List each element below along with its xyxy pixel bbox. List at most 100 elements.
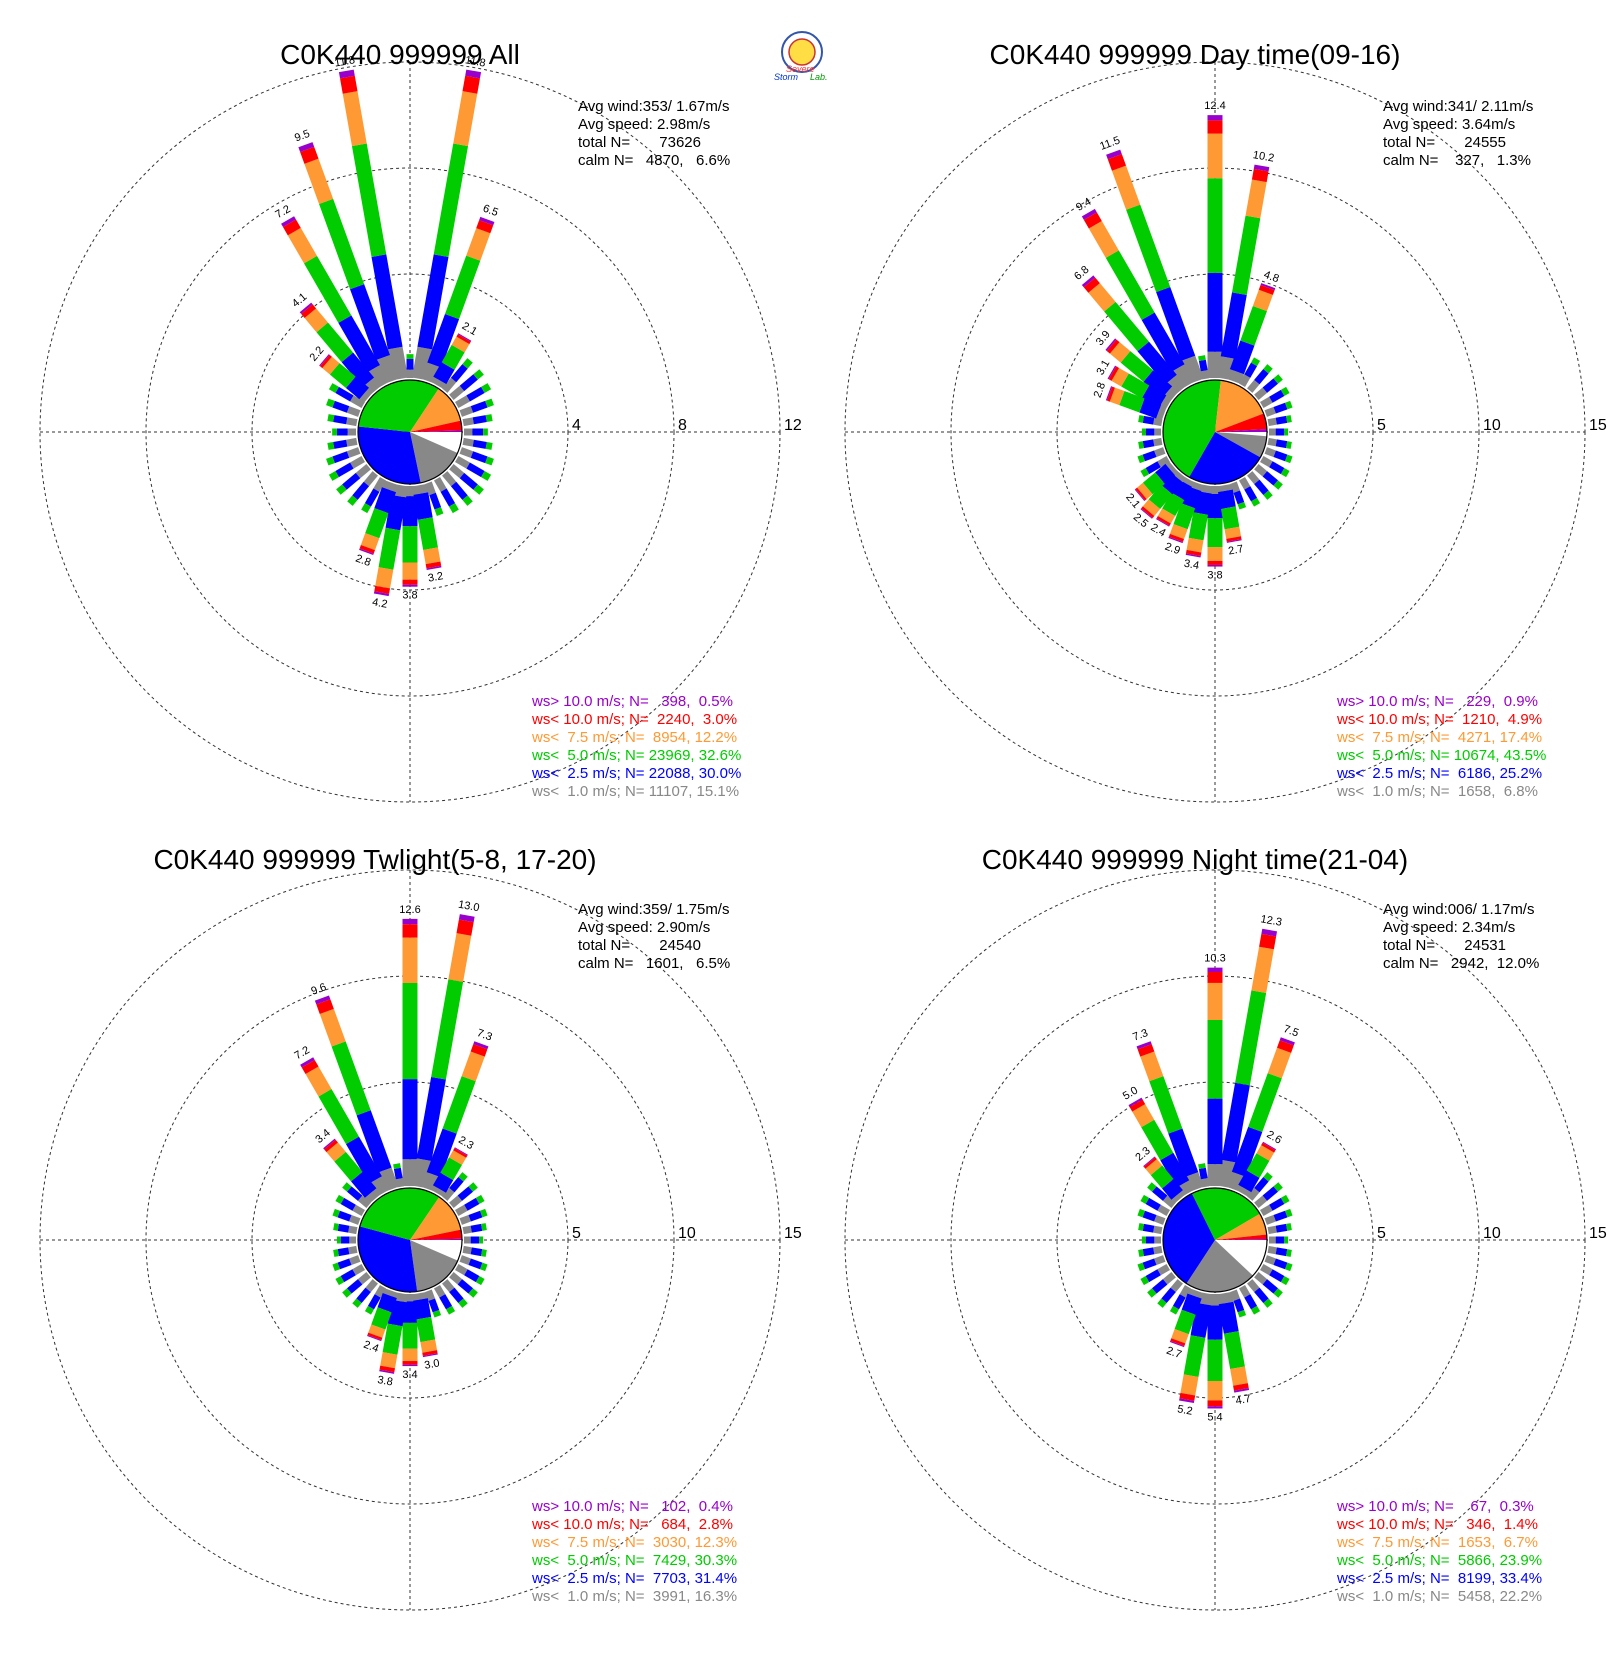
bar-segment xyxy=(417,254,449,350)
bar-segment xyxy=(476,220,494,234)
minor-bar-segment xyxy=(466,386,485,402)
info-line: total N= 24555 xyxy=(1383,134,1506,151)
minor-bar-segment xyxy=(342,1182,352,1192)
bar-value-label: 2.9 xyxy=(1163,541,1181,558)
bar-segment xyxy=(1187,1288,1204,1299)
bar-segment xyxy=(1262,1141,1277,1151)
minor-bar-segment xyxy=(1179,1285,1192,1298)
minor-bar-segment xyxy=(352,481,370,500)
minor-bar-segment xyxy=(1140,1276,1150,1286)
bar-value-label: 2.4 xyxy=(362,1339,380,1356)
bar-segment xyxy=(338,315,380,373)
minor-bar-segment xyxy=(1285,1208,1293,1218)
minor-bar-segment xyxy=(1269,389,1285,403)
minor-bar-segment xyxy=(455,395,470,409)
bar-segment xyxy=(360,533,380,551)
bar-segment xyxy=(1261,928,1278,937)
minor-bar-segment xyxy=(1267,437,1277,447)
legend-entry: ws> 10.0 m/s; N= 229, 0.9% xyxy=(1336,693,1538,710)
bar-segment xyxy=(461,1051,485,1082)
minor-bar-segment xyxy=(1267,417,1277,427)
bar-segment xyxy=(319,198,365,290)
bar-segment xyxy=(1183,1335,1206,1377)
minor-bar-segment xyxy=(1198,359,1208,372)
minor-bar-segment xyxy=(462,495,473,506)
bar-segment xyxy=(1107,386,1115,402)
bar-segment xyxy=(322,356,340,375)
minor-bar-segment xyxy=(439,1294,453,1310)
bar-value-label: 4.2 xyxy=(371,596,388,610)
minor-bar-segment xyxy=(340,1197,356,1211)
pie-slice xyxy=(1191,1187,1260,1240)
minor-bar-segment xyxy=(1142,450,1157,462)
bar-segment xyxy=(453,1148,468,1158)
minor-bar-segment xyxy=(1244,362,1258,378)
bar-segment xyxy=(1245,179,1267,219)
pie-outline xyxy=(1162,1187,1268,1293)
minor-bar-segment xyxy=(1263,490,1273,500)
minor-bar-segment xyxy=(1233,1298,1245,1313)
minor-bar-segment xyxy=(1233,490,1245,505)
minor-bar-segment xyxy=(459,1255,471,1266)
bar-segment xyxy=(324,1139,338,1153)
bar-segment xyxy=(1235,990,1267,1086)
bar-value-label: 3.4 xyxy=(402,1369,417,1381)
minor-bar-segment xyxy=(357,1272,371,1285)
legend-entry: ws< 1.0 m/s; N= 11107, 15.1% xyxy=(531,783,739,800)
minor-bar-segment xyxy=(365,1279,378,1293)
bar-segment xyxy=(1162,1178,1183,1200)
bar-segment xyxy=(1220,292,1247,359)
minor-bar-segment xyxy=(1286,441,1292,449)
bar-segment xyxy=(1156,515,1171,526)
minor-bar-segment xyxy=(475,1194,485,1204)
minor-bar-segment xyxy=(327,441,335,450)
minor-bar-segment xyxy=(326,398,335,408)
minor-bar-segment xyxy=(1138,1249,1144,1257)
bar-segment xyxy=(323,1138,336,1150)
bar-segment xyxy=(374,585,391,594)
logo-text-lab: Lab. xyxy=(810,72,828,82)
minor-bar-segment xyxy=(346,417,358,427)
bar-value-label: 2.6 xyxy=(1264,1129,1283,1147)
bar-segment xyxy=(1141,385,1167,409)
info-line: total N= 73626 xyxy=(578,134,701,151)
bar-segment xyxy=(366,364,390,389)
bar-segment xyxy=(375,355,399,384)
minor-bar-segment xyxy=(1170,1279,1183,1293)
logo-text-storm: Storm xyxy=(774,72,799,82)
bar-segment xyxy=(1160,1152,1190,1188)
minor-bar-segment xyxy=(1263,364,1273,374)
bar-segment xyxy=(1168,1128,1199,1178)
minor-bar-segment xyxy=(449,385,465,400)
minor-bar-segment xyxy=(459,447,474,458)
bar-segment xyxy=(379,1365,395,1373)
minor-bar-segment xyxy=(1286,415,1292,423)
minor-bar-segment xyxy=(1254,1177,1269,1193)
bar-segment xyxy=(1216,483,1233,493)
bar-segment xyxy=(375,567,394,589)
bar-value-label: 3.8 xyxy=(377,1374,394,1388)
bar-segment xyxy=(1081,275,1096,288)
minor-bar-segment xyxy=(350,455,365,469)
legend-entry: ws< 10.0 m/s; N= 346, 1.4% xyxy=(1336,1516,1538,1533)
bar-segment xyxy=(431,979,464,1080)
minor-bar-segment xyxy=(462,358,473,369)
info-line: total N= 24531 xyxy=(1383,937,1506,954)
logo-seal-inner xyxy=(788,38,816,66)
minor-bar-segment xyxy=(347,495,358,506)
info-line: Avg wind:353/ 1.67m/s xyxy=(578,98,729,115)
bar-segment xyxy=(350,284,390,361)
minor-bar-segment xyxy=(346,437,358,447)
bar-segment xyxy=(425,561,442,569)
bar-segment xyxy=(1224,526,1242,539)
bar-segment xyxy=(371,254,403,350)
panel-title: C0K440 999999 Night time(21-04) xyxy=(982,844,1408,875)
minor-bar-segment xyxy=(1140,1194,1150,1204)
bar-segment xyxy=(316,322,354,363)
bar-segment xyxy=(1174,1309,1196,1335)
legend-entry: ws< 1.0 m/s; N= 1658, 6.8% xyxy=(1336,783,1538,800)
minor-bar-segment xyxy=(1275,1223,1288,1233)
minor-bar-segment xyxy=(352,1263,365,1276)
bar-segment xyxy=(1137,341,1177,385)
ring-tick-label: 10 xyxy=(1483,417,1501,434)
